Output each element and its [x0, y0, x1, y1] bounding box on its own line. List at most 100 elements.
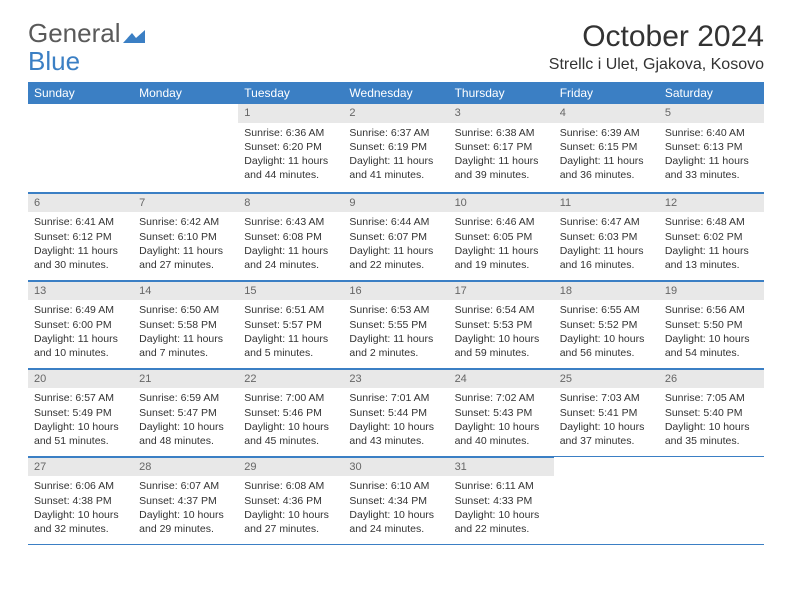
day-body: Sunrise: 6:44 AMSunset: 6:07 PMDaylight:…	[343, 212, 448, 278]
sunset-text: Sunset: 4:33 PM	[455, 494, 548, 508]
daylight-text: Daylight: 10 hours and 43 minutes.	[349, 420, 442, 448]
weekday-header: Monday	[133, 82, 238, 104]
daylight-text: Daylight: 11 hours and 39 minutes.	[455, 154, 548, 182]
day-number: 22	[238, 369, 343, 389]
sunrise-text: Sunrise: 6:42 AM	[139, 215, 232, 229]
calendar-body: 1Sunrise: 6:36 AMSunset: 6:20 PMDaylight…	[28, 104, 764, 544]
logo: GeneralBlue	[28, 20, 145, 74]
day-number: 1	[238, 104, 343, 123]
sunrise-text: Sunrise: 6:48 AM	[665, 215, 758, 229]
sunset-text: Sunset: 5:58 PM	[139, 318, 232, 332]
sunrise-text: Sunrise: 6:40 AM	[665, 126, 758, 140]
day-body: Sunrise: 6:07 AMSunset: 4:37 PMDaylight:…	[133, 476, 238, 542]
sunset-text: Sunset: 5:52 PM	[560, 318, 653, 332]
day-body	[659, 476, 764, 485]
day-body: Sunrise: 7:02 AMSunset: 5:43 PMDaylight:…	[449, 388, 554, 454]
calendar-cell	[28, 104, 133, 192]
sunrise-text: Sunrise: 6:37 AM	[349, 126, 442, 140]
calendar-cell: 18Sunrise: 6:55 AMSunset: 5:52 PMDayligh…	[554, 280, 659, 368]
calendar-cell: 6Sunrise: 6:41 AMSunset: 6:12 PMDaylight…	[28, 192, 133, 280]
day-number: 31	[449, 457, 554, 477]
day-body: Sunrise: 6:57 AMSunset: 5:49 PMDaylight:…	[28, 388, 133, 454]
day-number: 28	[133, 457, 238, 477]
day-body: Sunrise: 6:48 AMSunset: 6:02 PMDaylight:…	[659, 212, 764, 278]
daylight-text: Daylight: 10 hours and 37 minutes.	[560, 420, 653, 448]
daylight-text: Daylight: 10 hours and 22 minutes.	[455, 508, 548, 536]
sunrise-text: Sunrise: 6:44 AM	[349, 215, 442, 229]
day-body: Sunrise: 7:03 AMSunset: 5:41 PMDaylight:…	[554, 388, 659, 454]
month-title: October 2024	[549, 20, 764, 54]
sunset-text: Sunset: 4:34 PM	[349, 494, 442, 508]
sunset-text: Sunset: 6:10 PM	[139, 230, 232, 244]
calendar-cell: 14Sunrise: 6:50 AMSunset: 5:58 PMDayligh…	[133, 280, 238, 368]
header: GeneralBlue October 2024 Strellc i Ulet,…	[28, 20, 764, 74]
day-number: 6	[28, 193, 133, 213]
day-number: 7	[133, 193, 238, 213]
sunset-text: Sunset: 6:15 PM	[560, 140, 653, 154]
calendar: SundayMondayTuesdayWednesdayThursdayFrid…	[28, 82, 764, 545]
sunset-text: Sunset: 4:38 PM	[34, 494, 127, 508]
daylight-text: Daylight: 10 hours and 24 minutes.	[349, 508, 442, 536]
calendar-cell: 29Sunrise: 6:08 AMSunset: 4:36 PMDayligh…	[238, 456, 343, 544]
sunset-text: Sunset: 4:36 PM	[244, 494, 337, 508]
day-body: Sunrise: 6:38 AMSunset: 6:17 PMDaylight:…	[449, 123, 554, 189]
sunrise-text: Sunrise: 6:50 AM	[139, 303, 232, 317]
calendar-cell: 19Sunrise: 6:56 AMSunset: 5:50 PMDayligh…	[659, 280, 764, 368]
daylight-text: Daylight: 10 hours and 27 minutes.	[244, 508, 337, 536]
daylight-text: Daylight: 10 hours and 29 minutes.	[139, 508, 232, 536]
sunrise-text: Sunrise: 7:03 AM	[560, 391, 653, 405]
calendar-cell: 27Sunrise: 6:06 AMSunset: 4:38 PMDayligh…	[28, 456, 133, 544]
weekday-header: Tuesday	[238, 82, 343, 104]
day-body: Sunrise: 6:56 AMSunset: 5:50 PMDaylight:…	[659, 300, 764, 366]
day-number: 10	[449, 193, 554, 213]
day-number: 3	[449, 104, 554, 123]
sunrise-text: Sunrise: 6:46 AM	[455, 215, 548, 229]
sunset-text: Sunset: 6:13 PM	[665, 140, 758, 154]
calendar-cell: 8Sunrise: 6:43 AMSunset: 6:08 PMDaylight…	[238, 192, 343, 280]
day-number: 30	[343, 457, 448, 477]
daylight-text: Daylight: 10 hours and 32 minutes.	[34, 508, 127, 536]
calendar-cell: 16Sunrise: 6:53 AMSunset: 5:55 PMDayligh…	[343, 280, 448, 368]
day-body: Sunrise: 7:01 AMSunset: 5:44 PMDaylight:…	[343, 388, 448, 454]
sunset-text: Sunset: 5:43 PM	[455, 406, 548, 420]
calendar-cell: 20Sunrise: 6:57 AMSunset: 5:49 PMDayligh…	[28, 368, 133, 456]
sunrise-text: Sunrise: 6:56 AM	[665, 303, 758, 317]
daylight-text: Daylight: 11 hours and 24 minutes.	[244, 244, 337, 272]
day-number: 4	[554, 104, 659, 123]
logo-text-a: General	[28, 18, 121, 48]
day-body: Sunrise: 6:55 AMSunset: 5:52 PMDaylight:…	[554, 300, 659, 366]
sunrise-text: Sunrise: 6:57 AM	[34, 391, 127, 405]
sunrise-text: Sunrise: 6:11 AM	[455, 479, 548, 493]
sunset-text: Sunset: 6:12 PM	[34, 230, 127, 244]
sunrise-text: Sunrise: 7:05 AM	[665, 391, 758, 405]
day-body: Sunrise: 6:40 AMSunset: 6:13 PMDaylight:…	[659, 123, 764, 189]
calendar-cell: 7 Sunrise: 6:42 AMSunset: 6:10 PMDaylight…	[133, 192, 238, 280]
sunrise-text: Sunrise: 6:10 AM	[349, 479, 442, 493]
day-body: Sunrise: 6:06 AMSunset: 4:38 PMDaylight:…	[28, 476, 133, 542]
calendar-cell: 3Sunrise: 6:38 AMSunset: 6:17 PMDaylight…	[449, 104, 554, 192]
calendar-cell: 5Sunrise: 6:40 AMSunset: 6:13 PMDaylight…	[659, 104, 764, 192]
day-number: 2	[343, 104, 448, 123]
daylight-text: Daylight: 11 hours and 41 minutes.	[349, 154, 442, 182]
daylight-text: Daylight: 11 hours and 10 minutes.	[34, 332, 127, 360]
day-body: Sunrise: 6:08 AMSunset: 4:36 PMDaylight:…	[238, 476, 343, 542]
sunrise-text: Sunrise: 6:49 AM	[34, 303, 127, 317]
day-number: 26	[659, 369, 764, 389]
calendar-cell: 1Sunrise: 6:36 AMSunset: 6:20 PMDaylight…	[238, 104, 343, 192]
day-body: Sunrise: 6:39 AMSunset: 6:15 PMDaylight:…	[554, 123, 659, 189]
daylight-text: Daylight: 10 hours and 54 minutes.	[665, 332, 758, 360]
day-body: Sunrise: 6:59 AMSunset: 5:47 PMDaylight:…	[133, 388, 238, 454]
day-number: 24	[449, 369, 554, 389]
calendar-cell	[133, 104, 238, 192]
sunrise-text: Sunrise: 6:43 AM	[244, 215, 337, 229]
location: Strellc i Ulet, Gjakova, Kosovo	[549, 56, 764, 74]
daylight-text: Daylight: 11 hours and 27 minutes.	[139, 244, 232, 272]
day-body	[28, 123, 133, 132]
calendar-cell: 21Sunrise: 6:59 AMSunset: 5:47 PMDayligh…	[133, 368, 238, 456]
sunset-text: Sunset: 5:55 PM	[349, 318, 442, 332]
sunset-text: Sunset: 5:46 PM	[244, 406, 337, 420]
day-body: Sunrise: 6:43 AMSunset: 6:08 PMDaylight:…	[238, 212, 343, 278]
day-number: 29	[238, 457, 343, 477]
calendar-cell: 11Sunrise: 6:47 AMSunset: 6:03 PMDayligh…	[554, 192, 659, 280]
sunset-text: Sunset: 6:02 PM	[665, 230, 758, 244]
